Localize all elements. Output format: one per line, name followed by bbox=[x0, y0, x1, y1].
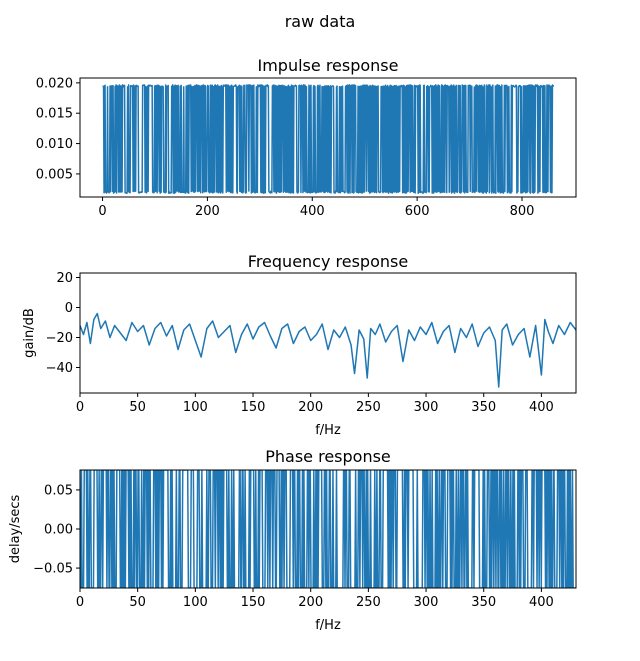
phase-response-panel: Phase response 0 50 100 150 200 250 300 350 4000… bbox=[8, 447, 577, 633]
y-tick-label: 0.010 bbox=[36, 137, 73, 152]
figure-suptitle: raw data bbox=[285, 12, 356, 31]
x-tick-label: 0 bbox=[76, 595, 84, 610]
x-tick-label: 350 bbox=[471, 400, 496, 415]
y-tick-label: 0.020 bbox=[36, 76, 73, 91]
y-tick-label: 0.015 bbox=[36, 107, 73, 122]
x-tick-label: 200 bbox=[195, 204, 220, 219]
x-tick-label: 250 bbox=[356, 595, 381, 610]
series-line bbox=[80, 312, 576, 388]
x-tick-label: 300 bbox=[414, 400, 439, 415]
phase-response-xlabel: f/Hz bbox=[315, 618, 341, 633]
phase-response-axes: 0 50 100 150 200 250 300 350 400 0.05 0.00 −0.05 bbox=[33, 483, 554, 610]
phase-response-title: Phase response bbox=[265, 447, 391, 466]
y-tick-label: 0.05 bbox=[44, 483, 73, 498]
x-tick-label: 0 bbox=[98, 204, 106, 219]
x-tick-label: 100 bbox=[183, 595, 208, 610]
x-tick-label: 50 bbox=[129, 400, 146, 415]
impulse-response-axes: 0 200 400 600 800 0.005 0.010 0.015 0.020 bbox=[36, 76, 535, 219]
impulse-response-title: Impulse response bbox=[258, 56, 399, 75]
x-tick-label: 150 bbox=[241, 595, 266, 610]
y-tick-label: 20 bbox=[56, 271, 73, 286]
y-tick-label: 0 bbox=[65, 301, 73, 316]
y-tick-label: 0.00 bbox=[44, 523, 73, 538]
x-tick-label: 200 bbox=[298, 400, 323, 415]
x-tick-label: 100 bbox=[183, 400, 208, 415]
x-tick-label: 400 bbox=[300, 204, 325, 219]
y-tick-label: 0.005 bbox=[36, 167, 73, 182]
series-line bbox=[80, 470, 576, 588]
x-tick-label: 800 bbox=[510, 204, 535, 219]
x-tick-label: 150 bbox=[241, 400, 266, 415]
frequency-response-xlabel: f/Hz bbox=[315, 423, 341, 438]
phase-response-ylabel: delay/secs bbox=[8, 494, 23, 563]
x-tick-label: 350 bbox=[471, 595, 496, 610]
frequency-response-title: Frequency response bbox=[248, 252, 408, 271]
frequency-response-plot-area bbox=[80, 312, 576, 388]
impulse-response-panel: Impulse response 0 200 400 600 800 0.005 0.010… bbox=[36, 56, 577, 219]
x-tick-label: 0 bbox=[76, 400, 84, 415]
impulse-response-plot-area bbox=[102, 84, 555, 194]
x-tick-label: 250 bbox=[356, 400, 381, 415]
x-tick-label: 600 bbox=[405, 204, 430, 219]
y-tick-label: −20 bbox=[46, 331, 73, 346]
frequency-response-panel: Frequency response 0 50 100 150 200 250 300 350… bbox=[22, 252, 577, 438]
phase-response-plot-area bbox=[80, 470, 576, 588]
y-tick-label: −0.05 bbox=[33, 562, 73, 577]
x-tick-label: 300 bbox=[414, 595, 439, 610]
x-tick-label: 400 bbox=[529, 595, 554, 610]
x-tick-label: 50 bbox=[129, 595, 146, 610]
impulse-response-frame bbox=[79, 77, 577, 198]
y-tick-label: −40 bbox=[46, 361, 73, 376]
x-tick-label: 200 bbox=[298, 595, 323, 610]
frequency-response-frame bbox=[79, 272, 577, 394]
series-line bbox=[102, 84, 555, 194]
frequency-response-ylabel: gain/dB bbox=[22, 308, 37, 358]
x-tick-label: 400 bbox=[529, 400, 554, 415]
